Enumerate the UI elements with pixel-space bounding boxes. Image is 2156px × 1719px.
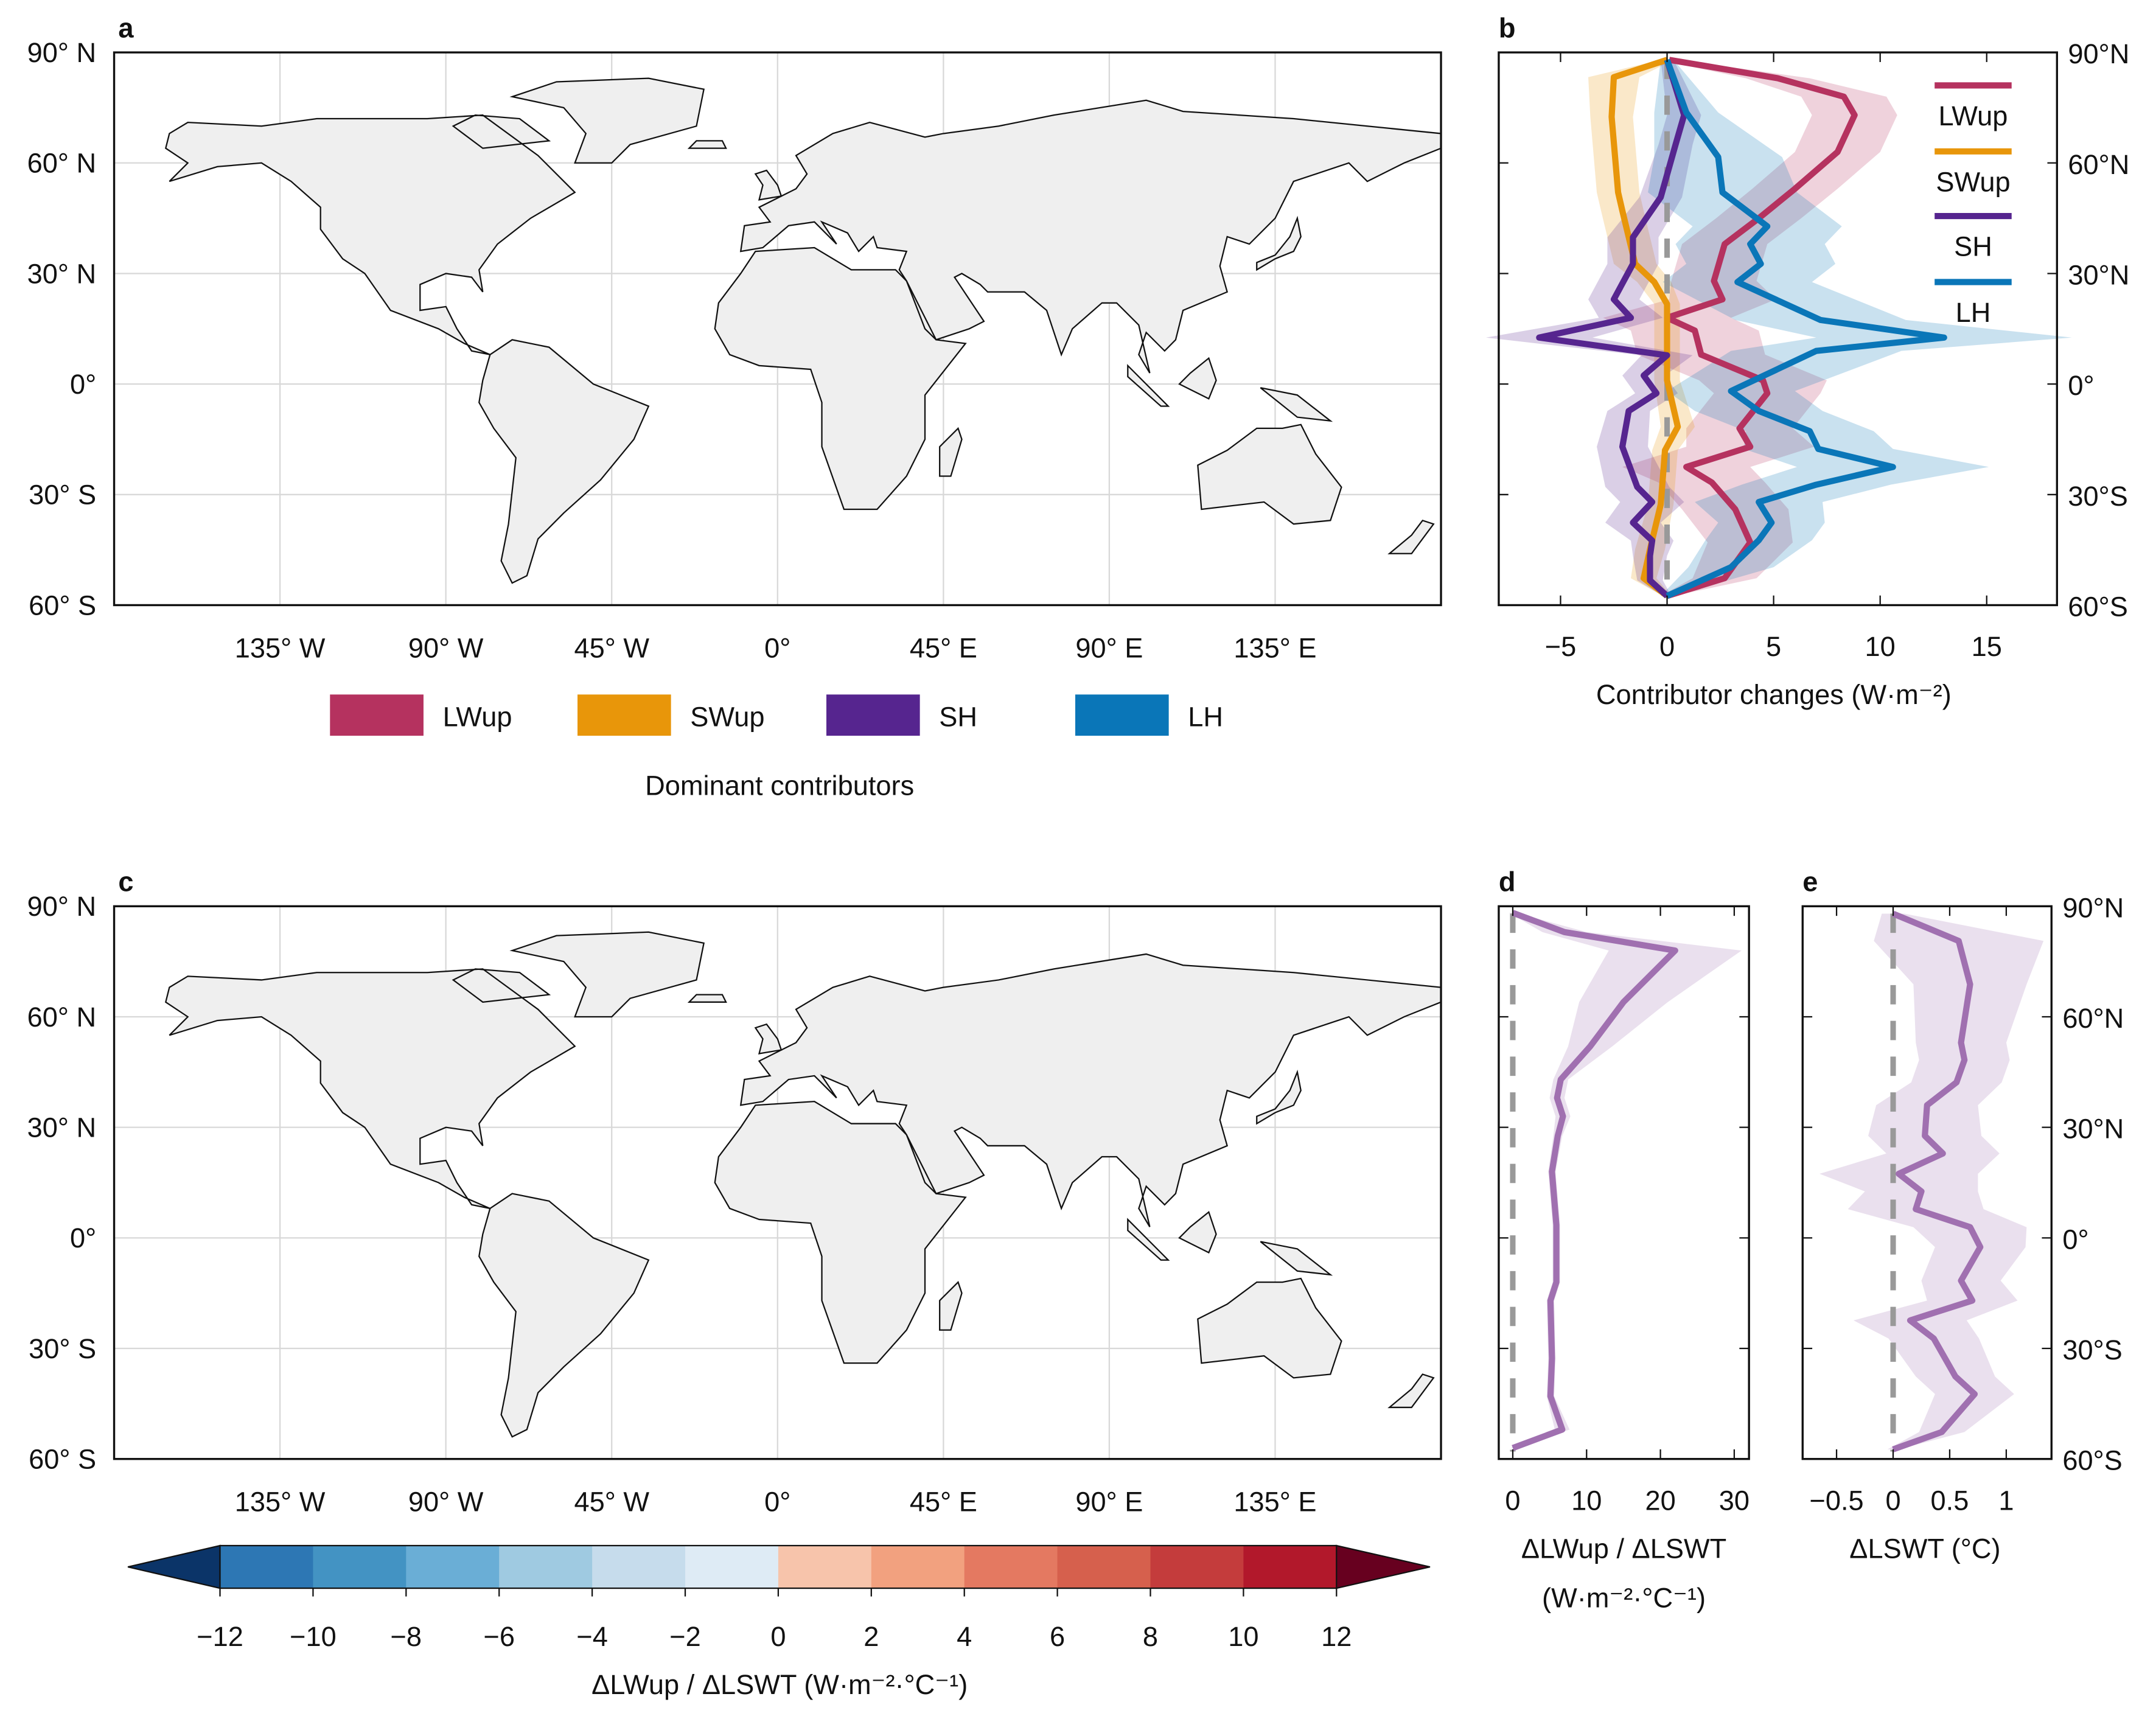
lon-tick-label: 45° W — [574, 1487, 649, 1518]
land-north-america — [166, 115, 575, 355]
land-madagascar — [940, 1282, 962, 1330]
lon-tick-label: 135° W — [235, 1487, 326, 1518]
land-south-america — [479, 340, 649, 584]
panel-label-e: e — [1802, 866, 1818, 897]
lon-tick-label: 0° — [764, 632, 790, 663]
lon-tick-label: 45° W — [574, 632, 649, 663]
land-south-america — [479, 1193, 649, 1437]
coastline-south-america — [478, 339, 650, 584]
land-north-america — [166, 969, 575, 1208]
lat-tick-label: 30° N — [27, 258, 97, 289]
lat-tick-label: 60° N — [27, 148, 97, 179]
lon-tick-label: 0° — [764, 1487, 790, 1518]
land-iceland — [689, 141, 727, 148]
coastline-britain — [754, 169, 783, 201]
coastline-baffin — [452, 114, 551, 149]
coastline-new-zealand — [1387, 519, 1435, 554]
panel-label-c: c — [118, 866, 133, 897]
lat-tick-label: 0° — [70, 1222, 96, 1254]
land-japan — [1257, 218, 1301, 270]
land-japan — [1257, 1072, 1301, 1124]
land-new-guinea — [1260, 1241, 1331, 1275]
land-new-zealand — [1389, 1374, 1434, 1407]
lon-tick-label: 90° E — [1075, 632, 1143, 663]
lat-tick-label: 60° S — [29, 590, 96, 621]
coastline-japan — [1256, 215, 1302, 271]
lat-tick-label: 90° N — [27, 37, 97, 68]
land-australia — [1198, 424, 1342, 525]
panel-label-d: d — [1499, 866, 1516, 897]
land-africa — [714, 1101, 966, 1364]
lat-tick-label: 60° N — [27, 1002, 97, 1033]
land-greenland — [512, 78, 704, 163]
lon-tick-label: 135° E — [1233, 632, 1316, 663]
coastline-new-guinea — [1260, 387, 1333, 422]
lat-tick-label: 30° S — [29, 479, 96, 511]
land-australia — [1198, 1278, 1342, 1378]
map-lwup-sensitivity: 135° W 90° W 45° W 0° 45° E 90° E 135° E 90° N 6… — [27, 891, 1442, 1518]
land-madagascar — [940, 428, 962, 476]
coastline-africa — [714, 246, 967, 511]
coastline-greenland — [509, 77, 705, 164]
coastline-borneo — [1178, 357, 1217, 400]
panel-label-a: a — [118, 12, 134, 43]
map-dominant-contributors: 135° W 90° W 45° W 0° 45° E 90° E 135° E 90° N 6… — [27, 37, 1442, 663]
map-frame — [113, 51, 1442, 607]
lat-tick-label: 60° S — [29, 1443, 96, 1474]
coastline-sumatra — [1127, 364, 1170, 407]
panel-label-b: b — [1499, 12, 1516, 43]
land-africa — [714, 247, 966, 509]
lon-tick-label: 45° E — [910, 1487, 977, 1518]
lat-tick-label: 30° N — [27, 1112, 97, 1143]
coastline-eurasia — [739, 99, 1442, 374]
lon-tick-label: 90° E — [1075, 1487, 1143, 1518]
lat-tick-label: 90° N — [27, 891, 97, 922]
lon-tick-label: 135° E — [1233, 1487, 1316, 1518]
lon-tick-label: 90° W — [408, 632, 484, 663]
lat-tick-label: 30° S — [29, 1333, 96, 1364]
land-britain — [755, 1024, 781, 1054]
coastline-north-america — [164, 114, 576, 355]
land-greenland — [512, 932, 704, 1017]
coastline-madagascar — [939, 427, 963, 477]
land-britain — [755, 170, 781, 200]
lat-tick-label: 0° — [70, 369, 96, 400]
land-new-zealand — [1389, 520, 1434, 554]
lon-tick-label: 90° W — [408, 1487, 484, 1518]
land-iceland — [689, 994, 727, 1002]
lon-tick-label: 45° E — [910, 632, 977, 663]
coastline-australia — [1197, 424, 1342, 525]
land-new-guinea — [1260, 388, 1331, 421]
lon-tick-label: 135° W — [235, 632, 326, 663]
coastline-iceland — [687, 140, 727, 149]
